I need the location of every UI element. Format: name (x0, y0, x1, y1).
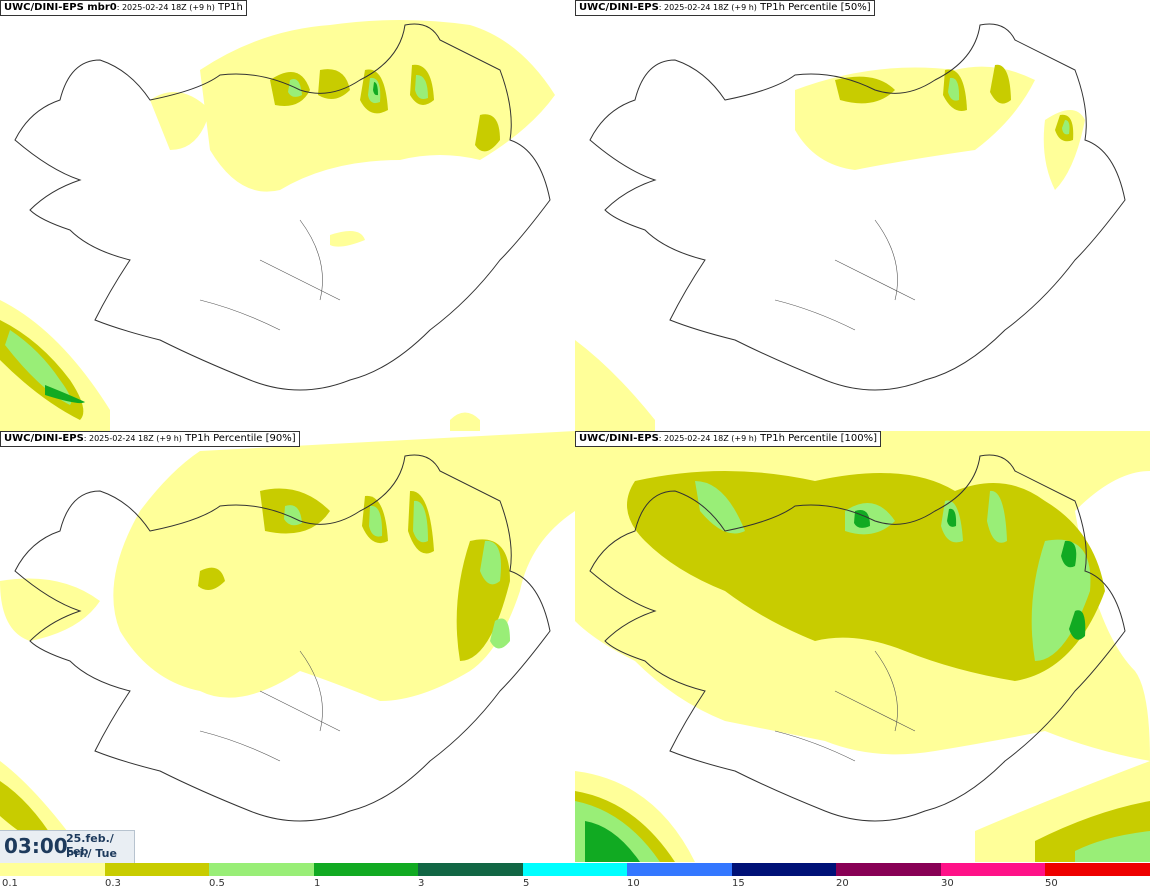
map-panel-p100: UWC/DINI-EPS: 2025-02-24 18Z (+9 h) TP1h… (575, 431, 1150, 862)
run-info: : 2025-02-24 18Z (+9 h) (658, 3, 757, 12)
run-info: : 2025-02-24 18Z (+9 h) (658, 434, 757, 443)
legend-swatch (209, 863, 314, 876)
field-name: TP1h Percentile [100%] (756, 433, 877, 444)
legend-label: 3 (418, 878, 425, 889)
color-legend: 0.1 0.3 0.5 1 3 5 10 15 20 30 50 (0, 863, 1150, 891)
precip-map (575, 23, 1126, 431)
precip-map (0, 20, 555, 431)
legend-label: 1 (314, 878, 321, 889)
panel-title: UWC/DINI-EPS: 2025-02-24 18Z (+9 h) TP1h… (575, 431, 881, 447)
legend-label: 0.5 (209, 878, 225, 889)
legend-label: 5 (523, 878, 530, 889)
legend-label: 50 (1045, 878, 1058, 889)
legend-swatch (941, 863, 1045, 876)
panel-title: UWC/DINI-EPS: 2025-02-24 18Z (+9 h) TP1h… (0, 431, 300, 447)
legend-label: 0.1 (2, 878, 18, 889)
valid-date: 25.feb./ Feb (66, 832, 114, 858)
legend-label: 15 (732, 878, 745, 889)
panel-title: UWC/DINI-EPS: 2025-02-24 18Z (+9 h) TP1h… (575, 0, 875, 16)
legend-label: 20 (836, 878, 849, 889)
field-name: TP1h Percentile [90%] (181, 433, 296, 444)
model-name: UWC/DINI-EPS (4, 433, 84, 444)
valid-day: Þri./ Tue (66, 847, 117, 860)
legend-swatch (732, 863, 836, 876)
field-name: TP1h (214, 2, 243, 13)
panel-title: UWC/DINI-EPS mbr0: 2025-02-24 18Z (+9 h)… (0, 0, 247, 16)
legend-swatch (523, 863, 627, 876)
run-info: : 2025-02-24 18Z (+9 h) (83, 434, 182, 443)
legend-label: 10 (627, 878, 640, 889)
model-name: UWC/DINI-EPS mbr0 (4, 2, 117, 13)
precip-map (575, 431, 1150, 862)
valid-time-box: 03:00 25.feb./ Feb Þri./ Tue (0, 830, 135, 863)
map-panel-p50: UWC/DINI-EPS: 2025-02-24 18Z (+9 h) TP1h… (575, 0, 1150, 431)
precip-map (0, 431, 575, 862)
legend-swatch (627, 863, 732, 876)
legend-swatch (836, 863, 941, 876)
legend-swatch (1045, 863, 1150, 876)
map-panel-mbr0: UWC/DINI-EPS mbr0: 2025-02-24 18Z (+9 h)… (0, 0, 575, 431)
map-panel-p90: UWC/DINI-EPS: 2025-02-24 18Z (+9 h) TP1h… (0, 431, 575, 862)
model-name: UWC/DINI-EPS (579, 433, 659, 444)
legend-swatch (0, 863, 105, 876)
valid-time: 03:00 (4, 834, 68, 858)
legend-swatch (418, 863, 523, 876)
legend-swatch (314, 863, 418, 876)
legend-label: 0.3 (105, 878, 121, 889)
run-info: : 2025-02-24 18Z (+9 h) (116, 3, 215, 12)
model-name: UWC/DINI-EPS (579, 2, 659, 13)
field-name: TP1h Percentile [50%] (756, 2, 871, 13)
legend-label: 30 (941, 878, 954, 889)
legend-swatch (105, 863, 209, 876)
